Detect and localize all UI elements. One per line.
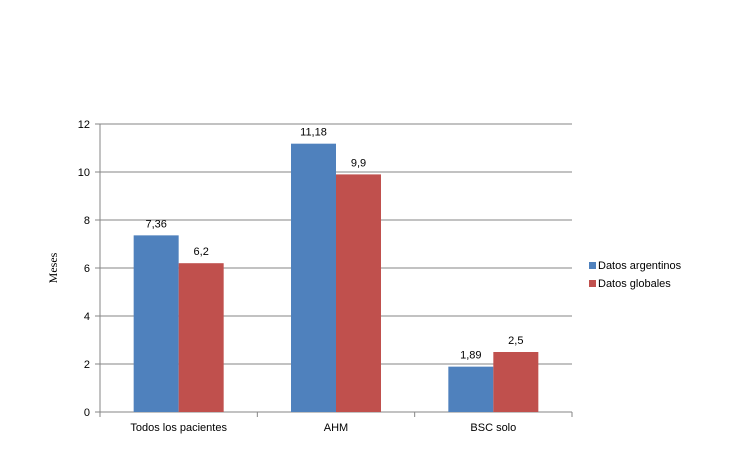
- x-tick-label: BSC solo: [470, 422, 516, 434]
- x-tick-label: Todos los pacientes: [130, 422, 227, 434]
- data-label: 9,9: [351, 157, 366, 169]
- x-tick-label: AHM: [324, 422, 348, 434]
- bar: [178, 263, 224, 412]
- data-label: 11,18: [300, 127, 327, 139]
- y-tick-label: 12: [78, 119, 90, 131]
- bar: [493, 352, 539, 412]
- tick-labels: 0 2 4 6 8 10 12 Todos los pacientes AHM BSC solo: [78, 119, 517, 434]
- data-label: 6,2: [194, 246, 209, 258]
- y-tick-label: 6: [84, 263, 90, 275]
- bar: [133, 235, 179, 412]
- y-tick-label: 0: [84, 407, 90, 419]
- bar: [336, 174, 381, 412]
- y-axis-title: Meses: [46, 252, 60, 283]
- legend-swatch: [589, 262, 596, 269]
- y-tick-label: 2: [84, 359, 90, 371]
- y-tick-label: 4: [84, 311, 90, 323]
- bar: [291, 143, 336, 412]
- legend-label: Datos argentinos: [598, 260, 682, 272]
- y-tick-label: 10: [78, 167, 90, 179]
- data-labels: 7,36 6,2 11,18 9,9 1,89 2,5: [145, 127, 523, 362]
- y-tick-label: 8: [84, 215, 90, 227]
- bar: [448, 366, 494, 412]
- legend-label: Datos globales: [598, 278, 671, 290]
- data-label: 1,89: [460, 350, 481, 362]
- legend: Datos argentinos Datos globales: [589, 260, 682, 290]
- bars: [133, 143, 539, 412]
- data-label: 7,36: [145, 218, 166, 230]
- legend-swatch: [589, 280, 596, 287]
- data-label: 2,5: [508, 335, 523, 347]
